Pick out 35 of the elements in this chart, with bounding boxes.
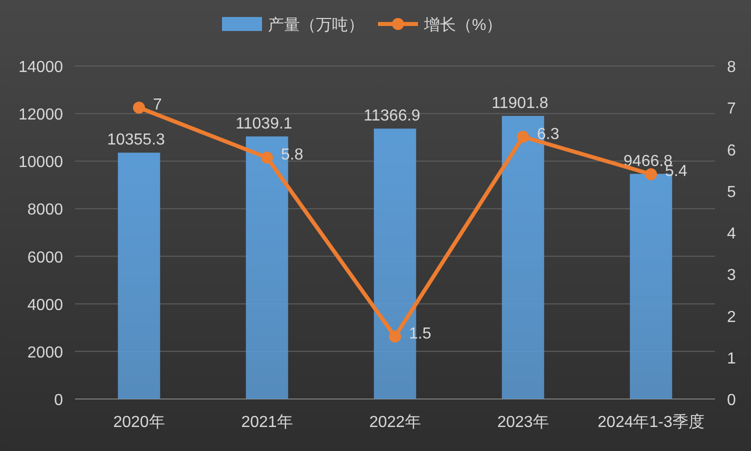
y-tick-label: 6000	[27, 249, 64, 266]
x-tick-label: 2023年	[497, 414, 549, 431]
data-label: 11901.8	[492, 94, 548, 112]
data-label: 11039.1	[236, 115, 292, 132]
legend-label: 产量（万吨）	[268, 16, 364, 34]
y2-tick-label: 8	[727, 59, 736, 76]
point	[261, 152, 273, 164]
y-tick-label: 4000	[27, 296, 64, 314]
y2-tick-label: 6	[727, 142, 736, 160]
y2-tick-label: 3	[727, 267, 736, 284]
y-tick-label: 14000	[18, 59, 64, 76]
y2-tick-label: 4	[727, 226, 736, 242]
y-tick-label: 8000	[27, 202, 64, 219]
y2-tick-label: 5	[727, 184, 736, 201]
point	[645, 168, 657, 180]
y-tick-label: 2000	[27, 344, 64, 362]
point	[133, 102, 145, 114]
data-label: 11366.9	[364, 108, 420, 125]
y2-tick-label: 7	[727, 100, 736, 118]
data-label: 7	[153, 96, 162, 114]
bar	[118, 152, 160, 399]
point	[517, 130, 529, 143]
y2-tick-label: 0	[727, 392, 736, 409]
y-tick-label: 0	[54, 392, 64, 409]
x-tick-label: 2024年1-3季度	[598, 413, 704, 431]
x-tick-label: 2022年	[369, 414, 421, 431]
x-tick-label: 2020年	[113, 414, 165, 431]
x-tick-label: 2021年	[241, 414, 293, 431]
point	[389, 330, 401, 343]
data-label: 10355.3	[107, 132, 166, 149]
y2-tick-label: 1	[727, 350, 736, 368]
y-tick-label: 12000	[18, 106, 64, 124]
y-tick-label: 10000	[18, 154, 64, 172]
legend-label: 增长（%）	[423, 16, 502, 34]
y2-tick-label: 2	[727, 308, 736, 326]
